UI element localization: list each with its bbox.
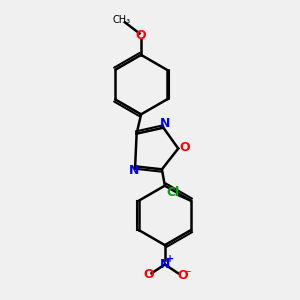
Text: +: + xyxy=(166,254,174,264)
Text: ⁻: ⁻ xyxy=(184,268,191,281)
Text: N: N xyxy=(128,164,139,177)
Text: O: O xyxy=(179,140,190,154)
Text: O: O xyxy=(136,29,146,42)
Text: O: O xyxy=(143,268,154,281)
Text: O: O xyxy=(177,269,188,282)
Text: CH₃: CH₃ xyxy=(113,15,131,25)
Text: N: N xyxy=(160,117,170,130)
Text: Cl: Cl xyxy=(166,186,179,199)
Text: N: N xyxy=(160,258,170,271)
